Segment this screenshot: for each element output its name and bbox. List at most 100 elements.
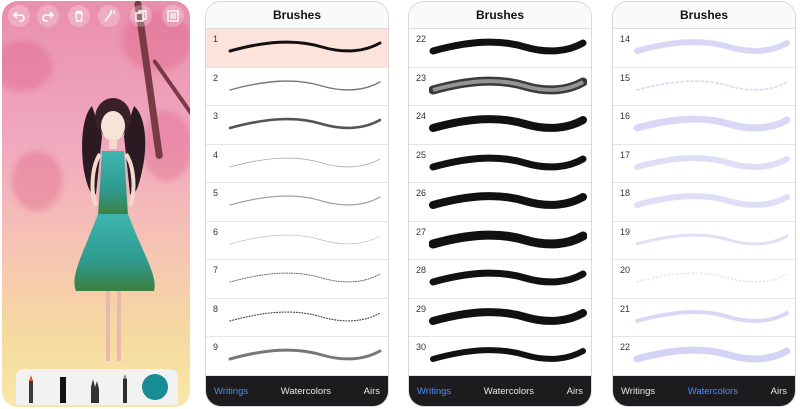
brush-number: 30 (416, 342, 427, 352)
brush-stroke-preview (228, 117, 382, 130)
brush-stroke-preview (635, 233, 789, 245)
brush-stroke-preview (429, 115, 587, 132)
color-picker-button[interactable] (142, 374, 168, 400)
brush-number: 3 (213, 111, 219, 121)
brush-row[interactable]: 23 (409, 68, 591, 106)
brush-row[interactable]: 15 (613, 68, 795, 106)
brush-row[interactable]: 24 (409, 106, 591, 145)
brush-number: 15 (620, 72, 631, 83)
brush-row[interactable]: 9 (206, 337, 388, 376)
brush-number: 27 (416, 226, 427, 237)
brush-stroke-preview (429, 230, 587, 248)
brush-number: 19 (620, 226, 631, 237)
hand-tool[interactable] (88, 373, 102, 403)
brush-row[interactable]: 27 (409, 222, 591, 260)
brush-stroke-preview (229, 79, 381, 91)
brush-row[interactable]: 4 (206, 145, 388, 183)
brush-row[interactable]: 21 (613, 299, 795, 337)
brush-row[interactable]: 3 (206, 106, 388, 145)
brush-list: 1 2 3 4 5 6 7 8 9 (206, 29, 388, 378)
layers-icon (167, 10, 179, 22)
layers-button[interactable] (162, 5, 184, 27)
brush-number: 28 (416, 265, 427, 275)
tab-watercolors[interactable]: Watercolors (687, 385, 739, 397)
copy-button[interactable] (130, 5, 152, 27)
brush-row[interactable]: 17 (613, 145, 795, 183)
brush-stroke-preview (633, 346, 791, 363)
brush-stroke-preview (229, 157, 381, 167)
brush-stroke-preview (228, 348, 382, 361)
brush-row[interactable]: 8 (206, 299, 388, 337)
brush-row[interactable]: 28 (409, 260, 591, 299)
drawing-canvas-screen[interactable] (2, 1, 190, 407)
brush-list: 14 15 16 17 18 19 20 21 22 (613, 29, 795, 378)
redo-icon (42, 11, 55, 22)
brush-number: 1 (213, 34, 219, 44)
tab-airs[interactable]: Airs (566, 385, 583, 397)
tab-writings[interactable]: Writings (417, 385, 452, 397)
brush-list: 22 23 24 25 26 27 28 29 30 (409, 29, 591, 378)
brush-number: 24 (416, 111, 427, 121)
marker-tool[interactable] (26, 373, 36, 403)
tab-airs[interactable]: Airs (363, 385, 380, 397)
brush-row[interactable]: 2 (206, 68, 388, 106)
brushes-panel-ink: Brushes 22 23 24 25 26 27 28 29 30 Writings Water… (408, 1, 592, 407)
brush-row[interactable]: 16 (613, 106, 795, 145)
brush-stroke-preview (429, 76, 587, 94)
brush-number: 21 (620, 303, 631, 314)
brush-row[interactable]: 22 (409, 29, 591, 68)
brush-number: 9 (213, 342, 219, 352)
panel-title: Brushes (409, 2, 591, 29)
undo-icon (12, 11, 25, 22)
tab-writings[interactable]: Writings (214, 385, 249, 397)
brush-stroke-preview (429, 192, 587, 209)
brush-row[interactable]: 6 (206, 222, 388, 260)
brush-row[interactable]: 20 (613, 260, 795, 299)
brush-number: 22 (620, 342, 631, 352)
trash-icon (75, 10, 83, 22)
brush-stroke-preview (229, 195, 381, 206)
tab-writings[interactable]: Writings (621, 385, 656, 397)
copy-icon (135, 10, 147, 22)
canvas-toolbar (2, 5, 190, 27)
pencil-tool[interactable] (120, 373, 130, 403)
brush-row[interactable]: 7 (206, 260, 388, 299)
brush-row[interactable]: 1 (206, 29, 388, 68)
brush-row[interactable]: 19 (613, 222, 795, 260)
brush-row[interactable]: 14 (613, 29, 795, 68)
brush-stroke-preview (634, 193, 790, 208)
blossom-cluster (142, 111, 190, 181)
pen-tool[interactable] (58, 373, 68, 403)
brush-stroke-preview (229, 272, 381, 283)
brush-stroke-preview (636, 79, 788, 91)
blossom-cluster (12, 151, 62, 211)
tab-watercolors[interactable]: Watercolors (483, 385, 535, 397)
brush-category-tabs: Writings Watercolors Airs (206, 376, 388, 406)
brush-number: 29 (416, 303, 427, 314)
redo-button[interactable] (37, 5, 59, 27)
brush-row[interactable]: 22 (613, 337, 795, 376)
tab-watercolors[interactable]: Watercolors (280, 385, 332, 397)
brush-stroke-preview (634, 39, 790, 54)
brush-number: 7 (213, 265, 219, 275)
brush-number: 4 (213, 149, 219, 160)
panel-title: Brushes (206, 2, 388, 29)
brushes-panel-writings: Brushes 1 2 3 4 5 6 7 8 9 Writings Watercolors Air… (205, 1, 389, 407)
magic-wand-button[interactable] (98, 5, 120, 27)
undo-button[interactable] (8, 5, 30, 27)
brush-row[interactable]: 5 (206, 183, 388, 222)
tab-airs[interactable]: Airs (770, 385, 787, 397)
brushes-panel-watercolors: Brushes 14 15 16 17 18 19 20 21 22 Writings Water… (612, 1, 796, 407)
brush-number: 14 (620, 34, 631, 44)
brush-stroke-preview (229, 310, 381, 322)
brush-number: 26 (416, 188, 427, 198)
brush-number: 16 (620, 111, 631, 121)
brush-row[interactable]: 30 (409, 337, 591, 376)
brush-row[interactable]: 29 (409, 299, 591, 337)
magic-wand-icon (104, 10, 116, 22)
brush-number: 23 (416, 72, 427, 83)
brush-row[interactable]: 26 (409, 183, 591, 222)
brush-row[interactable]: 18 (613, 183, 795, 222)
delete-button[interactable] (68, 5, 90, 27)
brush-row[interactable]: 25 (409, 145, 591, 183)
